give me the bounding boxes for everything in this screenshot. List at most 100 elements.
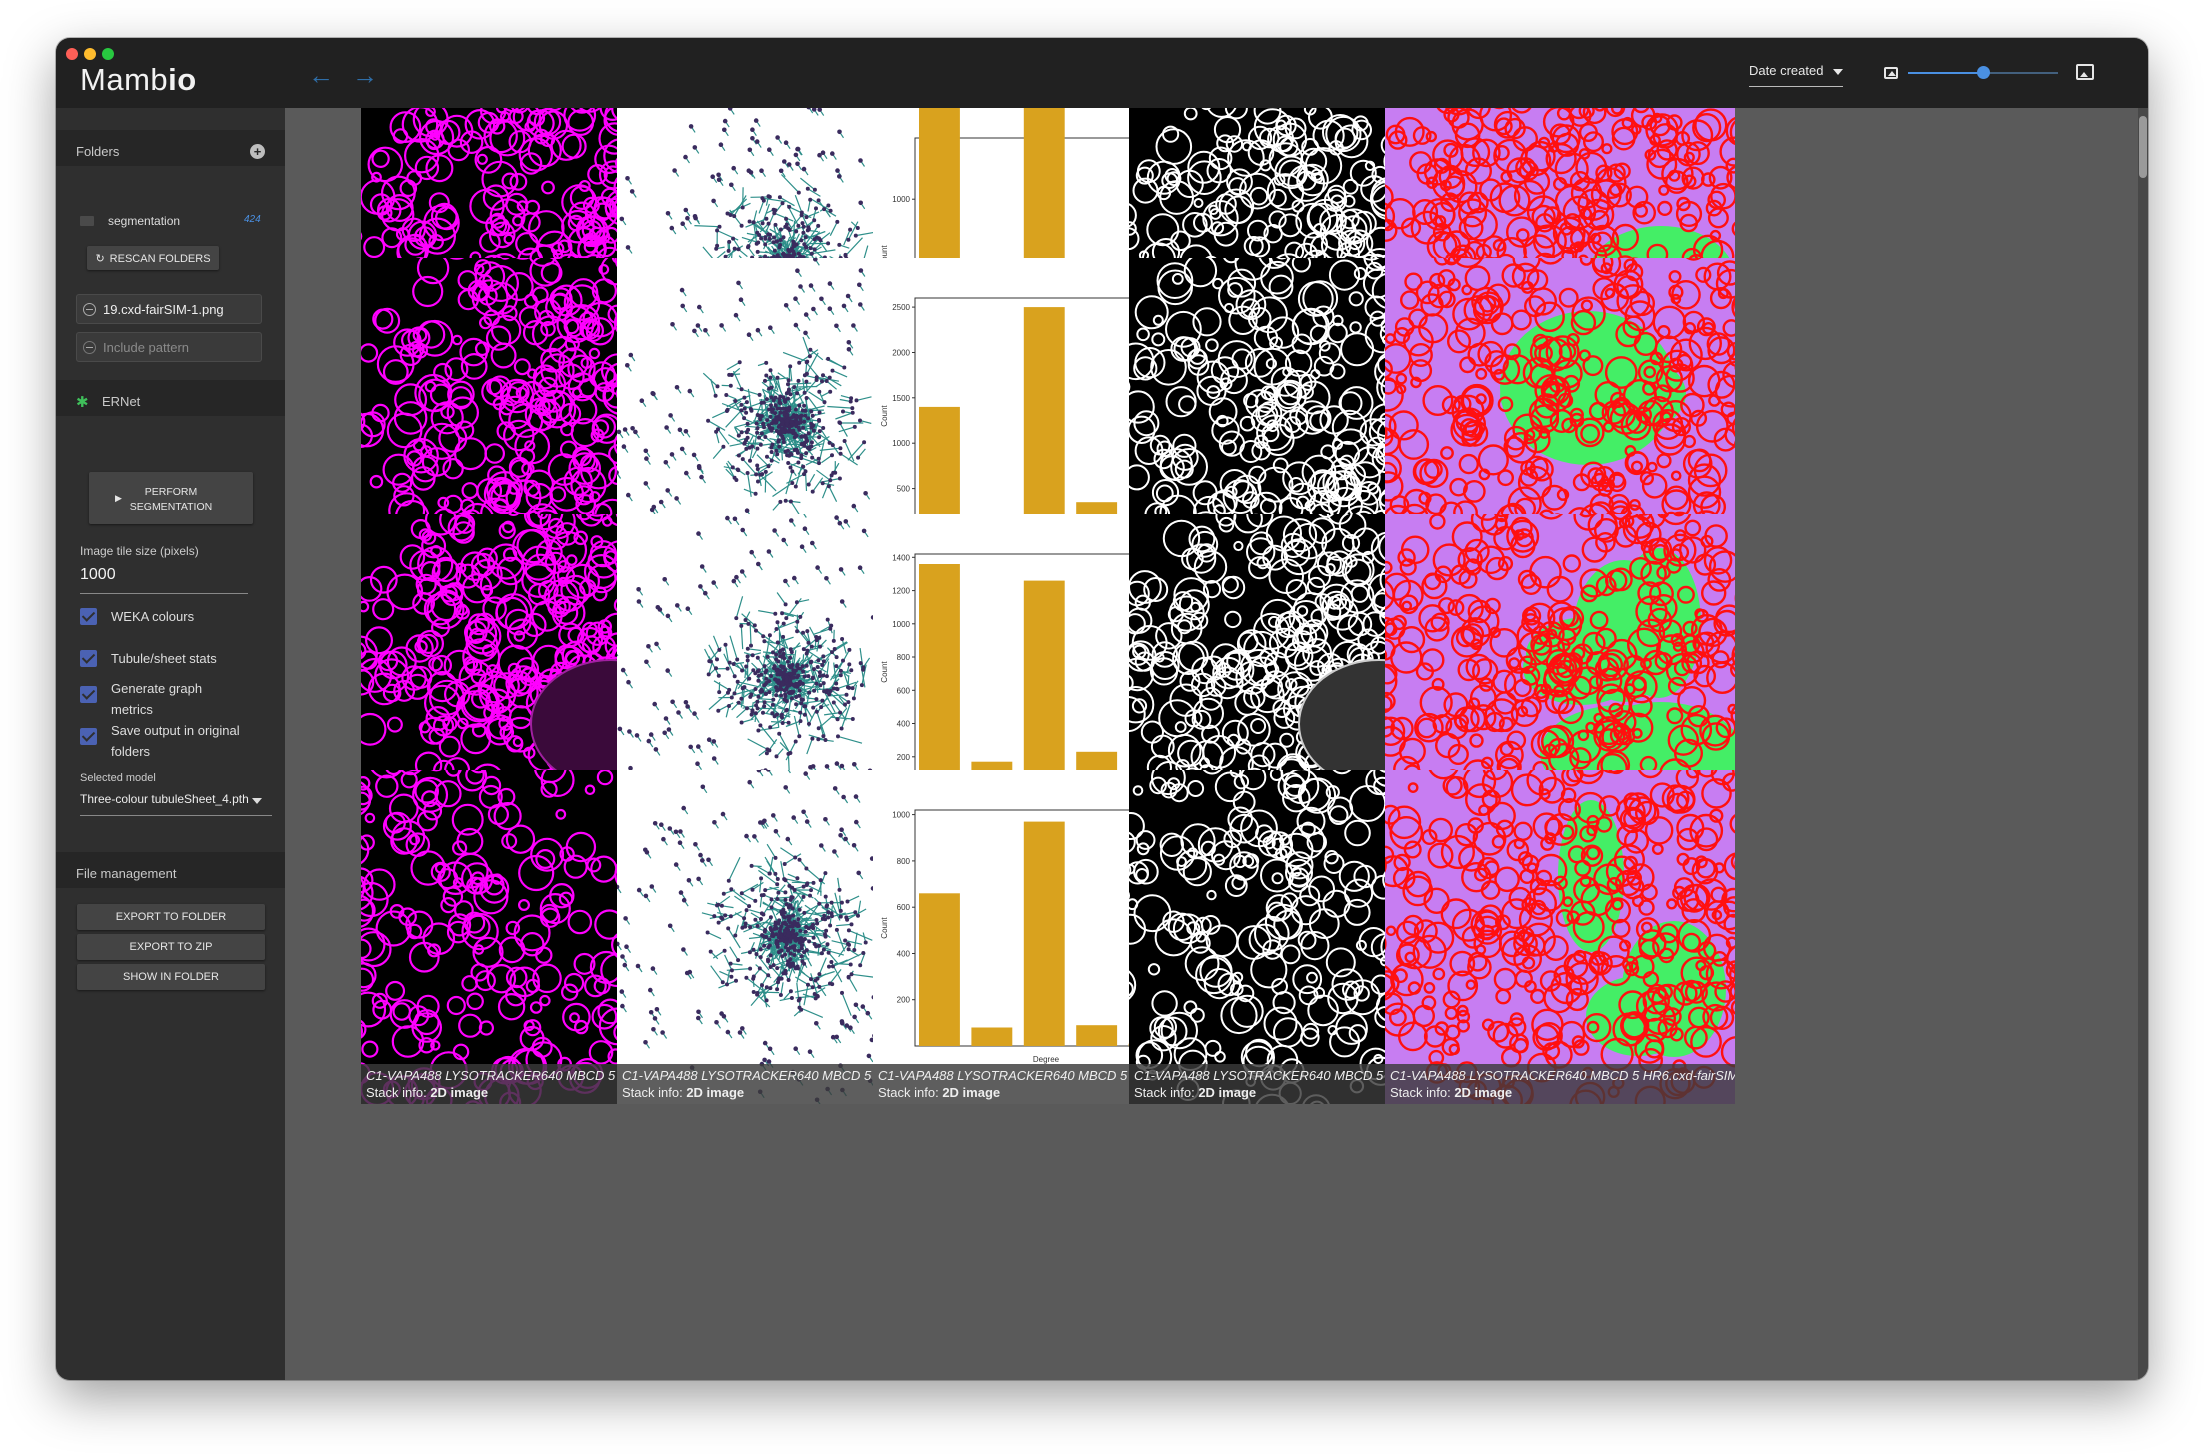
stack-info-value: 2D image: [942, 1085, 1001, 1100]
include-placeholder: Include pattern: [103, 340, 190, 355]
histogram-bar: [919, 893, 960, 1046]
y-axis-label: Count: [880, 245, 889, 267]
save-original-label: Save output in original folders: [111, 720, 240, 762]
file-name: C1-VAPA488 LYSOTRACKER640 MBCD 5 HR6.cxd…: [1390, 1068, 1735, 1083]
stack-info: Stack info: 2D image: [1134, 1085, 1256, 1100]
refresh-icon: ↻: [95, 253, 105, 265]
play-icon: ▶: [115, 493, 122, 503]
image-tile[interactable]: C1-VAPA488 LYSOTRACKER640 MBCD 5 HR6.cxd…: [1385, 770, 1735, 1104]
stack-info-prefix: Stack info:: [1390, 1085, 1455, 1100]
graph-metrics-label: Generate graph metrics: [111, 678, 202, 720]
save-original-line2: folders: [111, 744, 151, 759]
histogram-bar: [1023, 580, 1065, 790]
y-tick-label: 1000: [892, 620, 910, 629]
rescan-folders-button[interactable]: ↻ RESCAN FOLDERS: [87, 246, 219, 270]
stack-info-prefix: Stack info:: [1134, 1085, 1199, 1100]
y-tick-label: 2000: [892, 349, 910, 358]
tubule-network: [1385, 770, 1735, 1104]
stack-info-value: 2D image: [1198, 1085, 1257, 1100]
file-management-title: File management: [76, 866, 177, 881]
remove-circle-icon[interactable]: [83, 303, 96, 316]
slider-fill: [1908, 72, 1983, 74]
histogram-bar: [971, 1027, 1013, 1046]
graph-metrics-line2: metrics: [111, 702, 153, 717]
sort-dropdown[interactable]: Date created: [1749, 63, 1843, 87]
stack-info: Stack info: 2D image: [622, 1085, 744, 1100]
stack-info: Stack info: 2D image: [366, 1085, 488, 1100]
minimize-window-icon[interactable]: [84, 48, 96, 60]
stack-info-prefix: Stack info:: [622, 1085, 687, 1100]
stack-info-value: 2D image: [430, 1085, 489, 1100]
y-tick-label: 800: [897, 857, 911, 866]
forward-arrow-icon[interactable]: →: [352, 60, 378, 90]
stack-info: Stack info: 2D image: [878, 1085, 1000, 1100]
image-grid: C1-ER488 LYSO640 siSTARD3 10s int-33.cxd…: [285, 108, 2139, 1380]
folders-title: Folders: [76, 144, 120, 159]
file-management-header: File management: [56, 852, 285, 888]
slider-handle[interactable]: [1977, 66, 1990, 79]
plugin-header: ✱ ERNet: [56, 380, 285, 416]
y-axis-label: Count: [880, 661, 889, 683]
folder-icon: [80, 216, 94, 226]
plugin-title: ERNet: [102, 394, 141, 409]
folders-header: Folders +: [56, 130, 285, 166]
model-label: Selected model: [80, 772, 156, 784]
exclude-pattern-text: 19.cxd-fairSIM-1.png: [103, 302, 224, 317]
histogram-bar: [919, 564, 960, 790]
back-arrow-icon[interactable]: ←: [308, 60, 334, 90]
graph-nodes: [617, 770, 967, 1103]
save-original-checkbox[interactable]: [80, 728, 97, 745]
add-folder-icon[interactable]: +: [250, 144, 265, 159]
large-image-icon[interactable]: [2076, 64, 2094, 80]
puzzle-icon: ✱: [76, 394, 89, 411]
y-tick-label: 1000: [892, 811, 910, 820]
stack-info-prefix: Stack info:: [366, 1085, 431, 1100]
stack-info-value: 2D image: [686, 1085, 745, 1100]
grid-scrollbar[interactable]: [2138, 108, 2148, 1380]
app-logo: Mambio: [80, 62, 197, 97]
sidebar: Folders + segmentation 424 ↻ RESCAN FOLDER…: [56, 108, 285, 1380]
tile-caption: C1-VAPA488 LYSOTRACKER640 MBCD 5 HR6.cxd…: [1385, 1064, 1735, 1104]
thumbnail-size-slider[interactable]: [1908, 66, 2058, 79]
x-axis-label: Degree: [1033, 1055, 1060, 1064]
graph-metrics-checkbox[interactable]: [80, 686, 97, 703]
include-pattern-input[interactable]: Include pattern: [76, 332, 262, 362]
y-tick-label: 200: [897, 996, 911, 1005]
tubule-stats-label: Tubule/sheet stats: [111, 651, 217, 666]
histogram-bar: [1023, 821, 1065, 1046]
export-to-folder-button[interactable]: EXPORT TO FOLDER: [77, 904, 265, 930]
weka-thumbnail: [1385, 770, 1735, 1104]
y-tick-label: 800: [897, 653, 911, 662]
close-window-icon[interactable]: [66, 48, 78, 60]
exclude-pattern-chip[interactable]: 19.cxd-fairSIM-1.png: [76, 294, 262, 324]
maximize-window-icon[interactable]: [102, 48, 114, 60]
perform-label-line2: SEGMENTATION: [129, 501, 213, 513]
y-tick-label: 1000: [892, 439, 910, 448]
y-tick-label: 1200: [892, 587, 910, 596]
scrollbar-thumb[interactable]: [2139, 116, 2147, 178]
tubule-stats-checkbox[interactable]: [80, 650, 97, 667]
stack-info-value: 2D image: [1454, 1085, 1513, 1100]
perform-segmentation-button[interactable]: ▶ PERFORM SEGMENTATION: [89, 472, 253, 524]
weka-colours-checkbox[interactable]: [80, 608, 97, 625]
show-in-folder-button[interactable]: SHOW IN FOLDER: [77, 964, 265, 990]
tile-size-label: Image tile size (pixels): [80, 544, 199, 558]
save-original-line1: Save output in original: [111, 723, 240, 738]
y-tick-label: 600: [897, 903, 911, 912]
add-circle-icon: [83, 341, 96, 354]
tile-size-input[interactable]: 1000: [80, 566, 248, 594]
y-tick-label: 200: [897, 753, 911, 762]
y-axis-label: Count: [880, 917, 889, 939]
small-image-icon[interactable]: [1884, 67, 1898, 79]
folder-name[interactable]: segmentation: [108, 214, 181, 228]
model-select[interactable]: Three-colour tubuleSheet_4.pth: [80, 792, 272, 816]
y-tick-label: 500: [897, 485, 911, 494]
caret-down-icon: [1833, 69, 1843, 75]
y-tick-label: 2500: [892, 303, 910, 312]
histogram-bar: [1076, 1025, 1118, 1046]
y-tick-label: 1400: [892, 553, 910, 562]
y-tick-label: 1000: [892, 195, 910, 204]
export-to-zip-button[interactable]: EXPORT TO ZIP: [77, 934, 265, 960]
perform-label-line1: PERFORM: [144, 486, 198, 498]
sort-label: Date created: [1749, 63, 1824, 78]
